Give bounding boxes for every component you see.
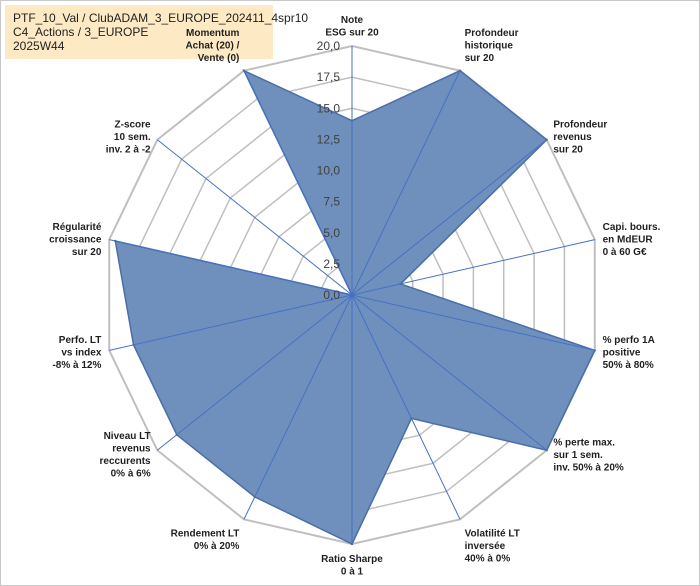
data-point-10	[132, 343, 135, 347]
spoke-5	[351, 294, 547, 451]
axis-label-line: 0 à 1	[341, 567, 364, 578]
axis-label-line: Achat (20) /	[185, 40, 239, 51]
data-point-11	[114, 239, 117, 243]
spoke-4	[351, 294, 595, 351]
spoke-2	[351, 139, 547, 296]
spoke-9	[157, 294, 353, 451]
data-point-9	[175, 433, 178, 436]
data-point-5	[545, 449, 548, 452]
axis-label-line: Momentum	[186, 28, 239, 39]
axis-label-line: Profondeur	[465, 28, 519, 39]
data-point-7	[350, 542, 354, 546]
axis-label-line: sur 20	[465, 53, 495, 64]
axis-label-line: 40% à 0%	[465, 554, 511, 565]
axis-label-line: Perfo. LT	[59, 335, 102, 346]
momentum-highlight	[183, 27, 242, 42]
spoke-6	[351, 294, 461, 520]
data-point-2	[545, 138, 548, 141]
data-point-3	[399, 282, 402, 286]
axis-label-line: vs index	[61, 348, 101, 359]
data-point-12	[350, 293, 354, 297]
axis-label-line: croissance	[49, 234, 102, 245]
axis-label-line: Ratio Sharpe	[321, 554, 383, 565]
axis-label-line: historique	[465, 40, 514, 51]
axis-label-line: ESG sur 20	[325, 28, 379, 39]
axis-label-line: 0% à 20%	[194, 541, 240, 552]
axis-label-12: Z-score 10 sem. inv. 2 à -2	[106, 120, 151, 156]
axis-label-line: inv. 50% à 20%	[553, 462, 624, 473]
axis-label-11: Régularité croissance sur 20	[49, 222, 102, 258]
axis-label-6: Volatilité LT inversée 40% à 0%	[465, 529, 520, 565]
tick-label: 5,0	[323, 226, 340, 240]
data-point-1	[458, 69, 462, 72]
spoke-8	[243, 294, 353, 520]
axis-label-line: en MdEUR	[603, 234, 654, 245]
spoke-12	[157, 139, 353, 296]
axis-label-1: Profondeur historique sur 20	[465, 28, 519, 64]
tick-label: 0,0	[323, 288, 340, 302]
axis-label-3: Capi. bours. en MdEUR 0 à 60 G€	[603, 222, 661, 258]
axis-label-line: Capi. bours.	[603, 222, 661, 233]
axis-label-line: Profondeur	[553, 120, 607, 131]
axis-label-13: Momentum Achat (20) / Vente (0)	[185, 28, 239, 64]
axis-label-5: % perte max. sur 1 sem. inv. 50% à 20%	[553, 437, 624, 473]
axis-label-line: revenus	[112, 444, 151, 455]
axis-label-7: Ratio Sharpe 0 à 1	[321, 554, 383, 578]
tick-label: 20,0	[317, 39, 341, 53]
data-point-8	[253, 495, 256, 499]
axis-label-10: Perfo. LT vs index -8% à 12%	[52, 335, 101, 371]
spoke-3	[351, 239, 595, 296]
portfolio-info-box: PTF_10_Val / ClubADAM_3_EUROPE_202411_4s…	[5, 5, 309, 59]
data-point-0	[350, 119, 354, 122]
spoke-11	[109, 239, 353, 296]
axis-label-line: sur 20	[72, 247, 102, 258]
data-point-6	[410, 417, 413, 420]
tick-label: 17,5	[317, 70, 341, 84]
axis-label-line: Note	[341, 15, 364, 26]
axis-label-line: Régularité	[52, 222, 101, 233]
axis-label-8: Rendement LT 0% à 20%	[171, 529, 240, 553]
axis-label-line: reccurents	[99, 456, 151, 467]
axis-label-2: Profondeur revenus sur 20	[553, 120, 607, 156]
axis-label-line: Z-score	[115, 120, 152, 131]
axis-label-line: sur 20	[553, 145, 583, 156]
spoke-13	[243, 70, 353, 296]
axis-label-line: Rendement LT	[171, 529, 240, 540]
axis-label-line: Niveau LT	[104, 431, 151, 442]
axis-label-line: inv. 2 à -2	[106, 145, 151, 156]
tick-label: 10,0	[317, 164, 341, 178]
axis-label-4: % perfo 1A positive 50% à 80%	[603, 335, 655, 371]
axis-label-line: 0 à 60 G€	[603, 247, 647, 258]
tick-label: 2,5	[323, 257, 340, 271]
axis-label-line: 0% à 6%	[111, 469, 151, 480]
axis-label-line: Volatilité LT	[465, 529, 520, 540]
axis-label-line: -8% à 12%	[52, 360, 101, 371]
portfolio-name: PTF_10_Val / ClubADAM_3_EUROPE_202411_4s…	[13, 11, 309, 25]
asset-class: C4_Actions / 3_EUROPE	[13, 25, 149, 39]
axis-label-line: positive	[603, 348, 641, 359]
tick-label: 7,5	[323, 195, 340, 209]
axis-label-line: % perte max.	[553, 437, 615, 448]
axis-label-line: revenus	[553, 132, 592, 143]
axis-label-line: 50% à 80%	[603, 360, 654, 371]
data-point-4	[593, 349, 596, 352]
axis-label-line: inversée	[465, 541, 506, 552]
axis-label-9: Niveau LT revenus reccurents 0% à 6%	[99, 431, 151, 480]
axis-label-line: % perfo 1A	[603, 335, 655, 346]
tick-label: 12,5	[317, 132, 341, 146]
axis-label-line: Vente (0)	[198, 53, 240, 64]
spoke-1	[351, 70, 461, 296]
axis-label-0: Note ESG sur 20	[325, 15, 379, 39]
axis-label-line: 10 sem.	[114, 132, 151, 143]
tick-label: 15,0	[317, 101, 341, 115]
data-point-13	[242, 69, 246, 72]
spoke-10	[109, 294, 353, 351]
week-label: 2025W44	[13, 39, 65, 53]
axis-label-line: sur 1 sem.	[553, 450, 603, 461]
